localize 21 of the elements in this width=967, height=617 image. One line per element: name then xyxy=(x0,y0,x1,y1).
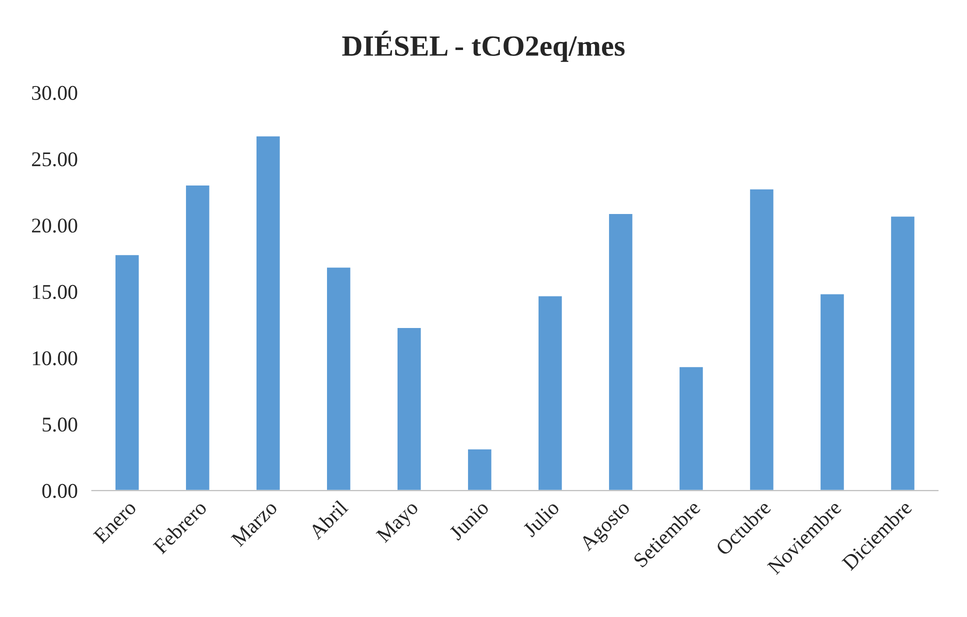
y-tick-label: 0.00 xyxy=(42,484,78,498)
bar xyxy=(184,184,211,491)
bar xyxy=(678,366,704,491)
chart-title: DIÉSEL - tCO2eq/mes xyxy=(342,30,625,62)
y-tick-label: 25.00 xyxy=(32,152,78,166)
y-tick-label: 30.00 xyxy=(32,86,78,100)
bar xyxy=(537,294,564,491)
x-tick-label: Julio xyxy=(522,499,560,538)
bar xyxy=(466,448,493,491)
y-tick-label: 15.00 xyxy=(32,284,78,300)
bar xyxy=(255,134,282,491)
bar xyxy=(748,188,775,491)
y-tick-label: 20.00 xyxy=(32,218,78,233)
bar xyxy=(890,215,916,491)
bar xyxy=(608,212,634,491)
y-tick-label: 10.00 xyxy=(32,351,78,366)
bar xyxy=(396,326,422,491)
bar xyxy=(114,254,140,491)
bar xyxy=(326,266,352,491)
y-tick-label: 5.00 xyxy=(42,418,78,432)
bar xyxy=(819,292,846,491)
